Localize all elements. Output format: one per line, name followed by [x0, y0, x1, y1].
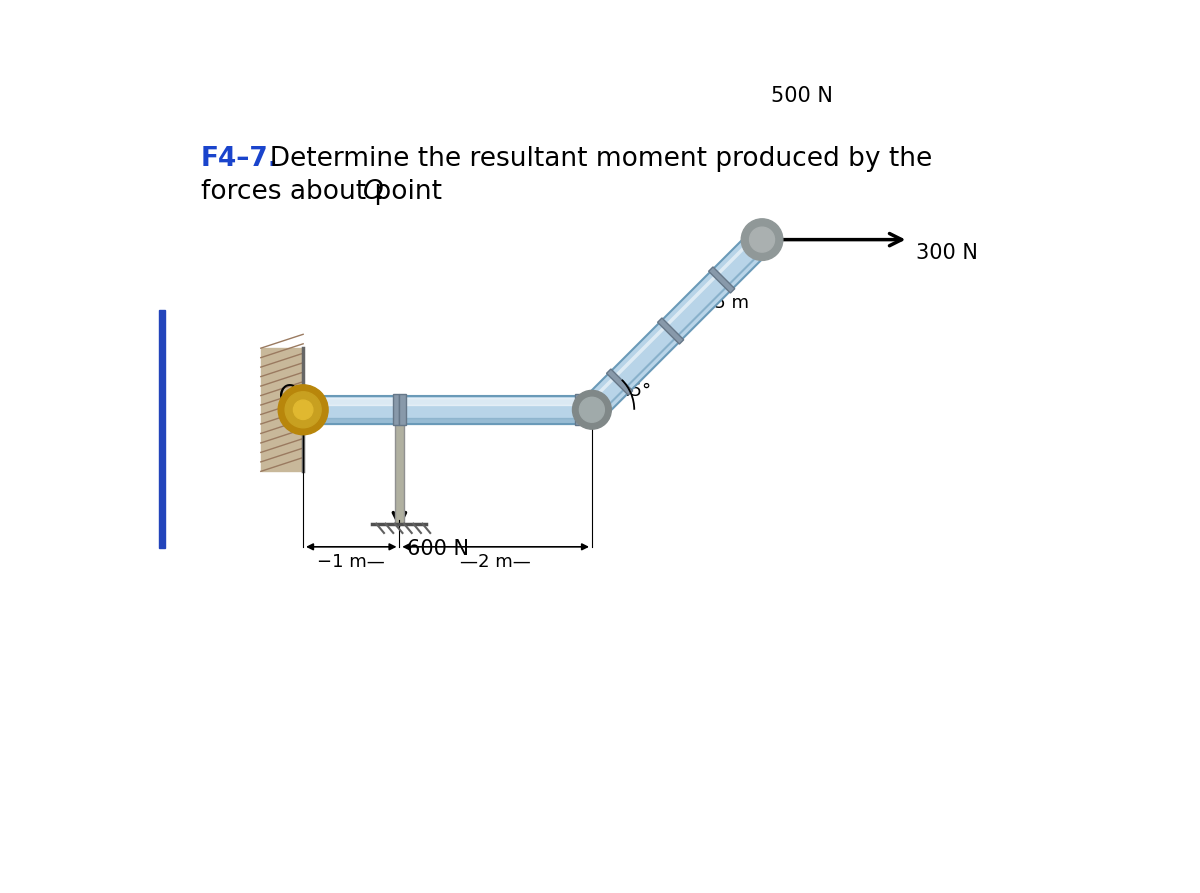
Polygon shape — [582, 230, 772, 420]
Text: 500 N: 500 N — [772, 86, 833, 105]
Circle shape — [580, 397, 605, 422]
Circle shape — [742, 219, 782, 261]
Circle shape — [278, 385, 328, 435]
Text: 45°: 45° — [619, 382, 652, 400]
Bar — [400, 395, 406, 425]
Text: O: O — [362, 179, 383, 204]
Bar — [394, 395, 400, 425]
Polygon shape — [709, 267, 734, 293]
Text: F4–7.: F4–7. — [200, 146, 278, 171]
Bar — [160, 310, 166, 548]
Bar — [260, 348, 304, 472]
Text: −1 m—: −1 m— — [317, 553, 385, 571]
Text: 600 N: 600 N — [407, 539, 469, 559]
Bar — [304, 396, 592, 423]
Circle shape — [294, 400, 313, 420]
Bar — [395, 423, 404, 523]
Circle shape — [572, 390, 611, 430]
Text: O: O — [278, 383, 296, 407]
Polygon shape — [606, 369, 632, 395]
Text: forces about point: forces about point — [200, 179, 450, 204]
Text: 2.5 m: 2.5 m — [697, 295, 749, 313]
Text: .: . — [374, 179, 383, 204]
Text: Determine the resultant moment produced by the: Determine the resultant moment produced … — [253, 146, 932, 171]
Circle shape — [286, 392, 322, 428]
Circle shape — [750, 227, 774, 252]
Polygon shape — [658, 318, 684, 344]
Bar — [586, 395, 592, 425]
Text: —2 m—: —2 m— — [461, 553, 532, 571]
Bar — [575, 395, 581, 425]
Text: 300 N: 300 N — [916, 244, 978, 263]
